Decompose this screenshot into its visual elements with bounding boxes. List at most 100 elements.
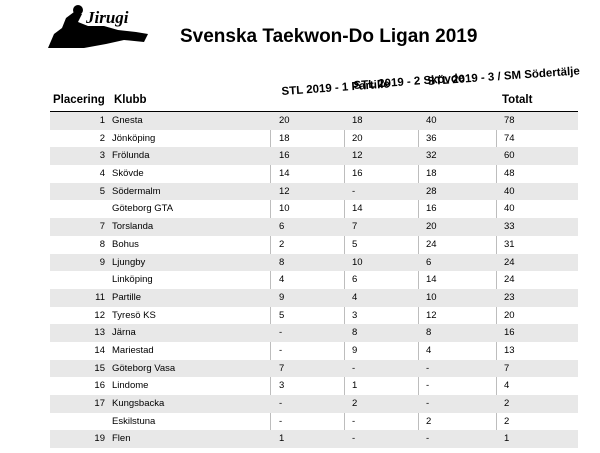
- table-row: 7 Torslanda 6 7 20 33: [50, 218, 578, 236]
- placering-cell: 12: [94, 309, 105, 321]
- header-divider: [50, 111, 578, 112]
- klubb-cell: Linköping: [112, 274, 153, 286]
- table-row: Eskilstuna - - 2 2: [50, 413, 578, 431]
- stl2-cell: 8: [352, 327, 358, 339]
- table-row: 16 Lindome 3 1 - 4: [50, 377, 578, 395]
- placering-cell: 14: [94, 344, 105, 356]
- stl1-cell: 1: [279, 433, 285, 445]
- totalt-cell: 48: [504, 168, 515, 180]
- stl2-cell: 1: [352, 380, 358, 392]
- stl2-cell: 4: [352, 291, 358, 303]
- totalt-cell: 16: [504, 327, 515, 339]
- totalt-cell: 7: [504, 362, 510, 374]
- stl2-cell: 9: [352, 344, 358, 356]
- stl1-cell: 18: [279, 132, 290, 144]
- totalt-cell: 74: [504, 132, 515, 144]
- stl3-cell: 8: [426, 327, 432, 339]
- stl3-cell: 20: [426, 221, 437, 233]
- logo-silhouette-icon: [48, 5, 148, 48]
- placering-cell: 11: [95, 291, 105, 303]
- page-title: Svenska Taekwon-Do Ligan 2019: [180, 26, 478, 47]
- stl3-cell: 10: [426, 291, 437, 303]
- klubb-cell: Tyresö KS: [112, 309, 156, 321]
- stl2-cell: 12: [352, 150, 363, 162]
- stl2-cell: 6: [352, 274, 358, 286]
- placering-cell: 15: [94, 362, 105, 374]
- table-row: 13 Järna - 8 8 16: [50, 324, 578, 342]
- stl1-cell: -: [279, 327, 283, 339]
- klubb-cell: Flen: [112, 433, 131, 445]
- placering-cell: 5: [99, 185, 105, 197]
- placering-cell: 16: [94, 380, 105, 392]
- placering-cell: 1: [99, 115, 105, 126]
- logo-text: Jirugi: [86, 8, 129, 27]
- stl1-cell: 16: [279, 150, 290, 162]
- totalt-cell: 2: [504, 398, 510, 409]
- stl3-cell: 28: [426, 185, 437, 197]
- totalt-cell: 78: [504, 115, 515, 126]
- table-row: 15 Göteborg Vasa 7 - - 7: [50, 359, 578, 378]
- stl2-cell: 5: [352, 238, 358, 250]
- placering-cell: 3: [99, 150, 105, 162]
- placering-cell: 19: [94, 433, 105, 445]
- totalt-cell: 20: [504, 309, 515, 321]
- placering-cell: 7: [99, 221, 105, 233]
- totalt-cell: 24: [504, 256, 515, 268]
- placering-cell: 8: [99, 238, 105, 250]
- stl3-cell: -: [426, 433, 430, 445]
- klubb-cell: Skövde: [112, 168, 144, 180]
- stl3-cell: 16: [426, 203, 437, 215]
- stl3-cell: 18: [426, 168, 437, 180]
- klubb-cell: Gnesta: [112, 115, 143, 126]
- klubb-cell: Järna: [112, 327, 136, 339]
- stl2-cell: -: [352, 185, 356, 197]
- table-row: Linköping 4 6 14 24: [50, 271, 578, 289]
- placering-cell: 17: [94, 398, 105, 409]
- stl2-cell: 14: [352, 203, 363, 215]
- klubb-cell: Lindome: [112, 380, 149, 392]
- totalt-cell: 1: [504, 433, 510, 445]
- table-row: 1 Gnesta 20 18 40 78: [50, 112, 578, 130]
- klubb-cell: Södermalm: [112, 185, 161, 197]
- placering-cell: 9: [99, 256, 105, 268]
- stl2-cell: -: [352, 362, 356, 374]
- stl3-cell: 36: [426, 132, 437, 144]
- klubb-cell: Partille: [112, 291, 142, 303]
- stl1-cell: -: [279, 398, 283, 409]
- stl1-cell: 6: [279, 221, 285, 233]
- totalt-cell: 23: [504, 291, 515, 303]
- table-row: 5 Södermalm 12 - 28 40: [50, 182, 578, 201]
- stl2-cell: 18: [352, 115, 363, 126]
- klubb-cell: Mariestad: [112, 344, 154, 356]
- stl3-cell: 12: [426, 309, 437, 321]
- totalt-cell: 40: [504, 185, 515, 197]
- stl1-cell: 8: [279, 256, 285, 268]
- column-header-placering: Placering: [53, 94, 105, 106]
- table-row: 4 Skövde 14 16 18 48: [50, 165, 578, 183]
- stl2-cell: 2: [352, 398, 358, 409]
- stl1-cell: 2: [279, 238, 285, 250]
- stl2-cell: -: [352, 415, 356, 427]
- klubb-cell: Ljungby: [112, 256, 146, 268]
- stl3-cell: 24: [426, 238, 437, 250]
- klubb-cell: Jönköping: [112, 132, 156, 144]
- klubb-cell: Göteborg GTA: [112, 203, 174, 215]
- klubb-cell: Torslanda: [112, 221, 154, 233]
- totalt-cell: 33: [504, 221, 515, 233]
- column-header-klubb: Klubb: [114, 94, 147, 106]
- stl3-cell: -: [426, 362, 430, 374]
- totalt-cell: 4: [504, 380, 510, 392]
- table-row: 2 Jönköping 18 20 36 74: [50, 130, 578, 148]
- stl3-cell: -: [426, 398, 430, 409]
- stl1-cell: -: [279, 344, 283, 356]
- stl3-cell: 6: [426, 256, 432, 268]
- table-row: Göteborg GTA 10 14 16 40: [50, 200, 578, 218]
- placering-cell: 13: [94, 327, 105, 339]
- klubb-cell: Eskilstuna: [112, 415, 156, 427]
- stl1-cell: -: [279, 415, 283, 427]
- totalt-cell: 2: [504, 415, 510, 427]
- stl2-cell: -: [352, 433, 356, 445]
- table-row: 12 Tyresö KS 5 3 12 20: [50, 307, 578, 325]
- stl3-cell: 2: [426, 415, 432, 427]
- table-row: 19 Flen 1 - - 1: [50, 430, 578, 449]
